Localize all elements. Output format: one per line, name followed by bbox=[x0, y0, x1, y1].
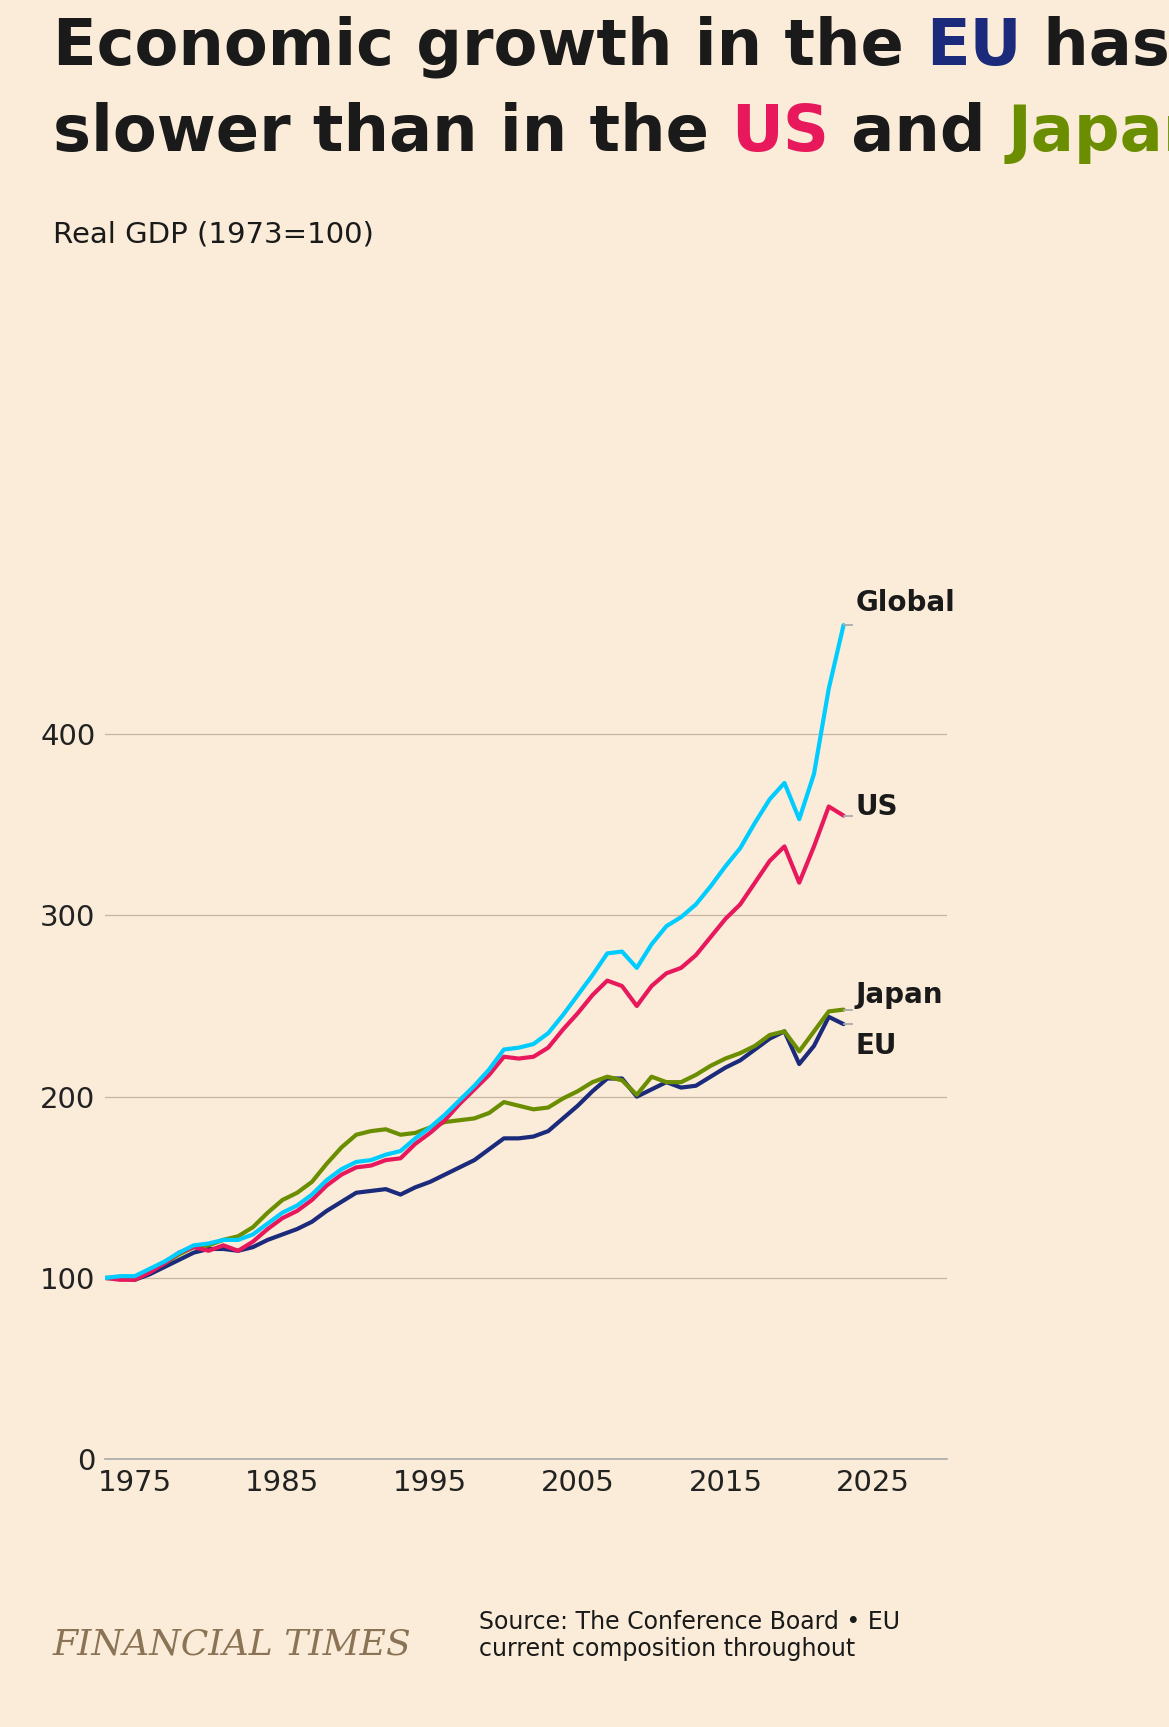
Text: Real GDP (1973=100): Real GDP (1973=100) bbox=[53, 221, 373, 249]
Text: Japan: Japan bbox=[856, 981, 943, 1009]
Text: EU: EU bbox=[856, 1031, 897, 1060]
Text: slower than in the: slower than in the bbox=[53, 102, 731, 164]
Text: Source: The Conference Board • EU
current composition throughout: Source: The Conference Board • EU curren… bbox=[479, 1610, 900, 1661]
Text: EU: EU bbox=[926, 16, 1022, 78]
Text: US: US bbox=[856, 793, 898, 820]
Text: US: US bbox=[731, 102, 829, 164]
Text: has been: has been bbox=[1022, 16, 1169, 78]
Text: Global: Global bbox=[856, 589, 955, 618]
Text: and: and bbox=[829, 102, 1008, 164]
Text: FINANCIAL TIMES: FINANCIAL TIMES bbox=[53, 1627, 411, 1661]
Text: Japan: Japan bbox=[1008, 102, 1169, 164]
Text: Economic growth in the: Economic growth in the bbox=[53, 16, 926, 78]
